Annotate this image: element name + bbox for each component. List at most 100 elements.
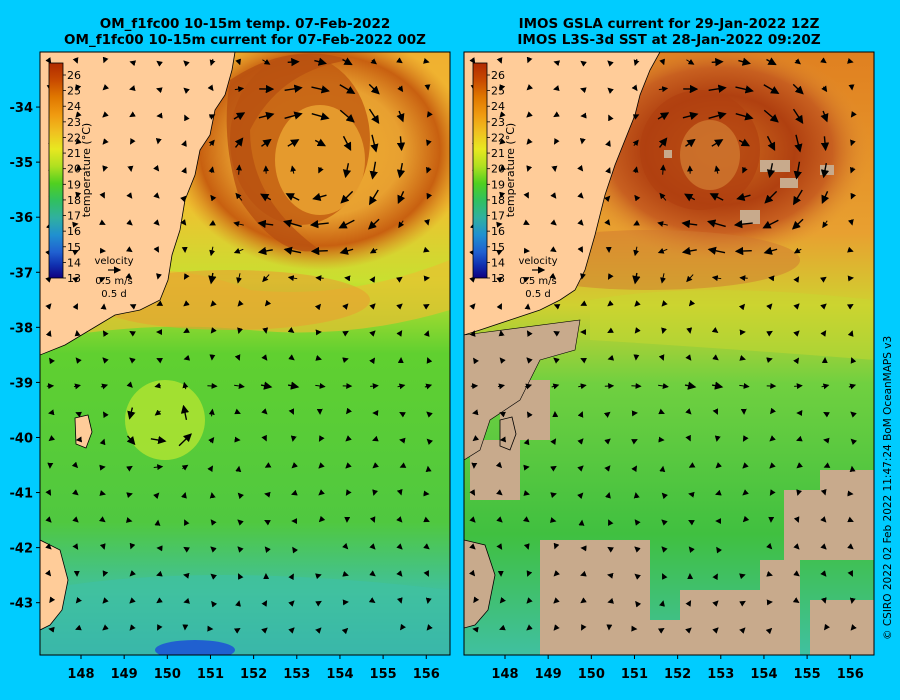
velocity-arrow [369, 189, 379, 206]
velocity-arrow [207, 382, 218, 389]
velocity-arrow [793, 330, 800, 337]
velocity-arrow [792, 108, 804, 124]
y-tick-label: -43 [10, 597, 34, 612]
colorbar-tick-label: 24 [67, 100, 81, 113]
right-mainland [464, 52, 661, 336]
velocity-arrow [127, 407, 136, 420]
velocity-arrow [153, 192, 160, 199]
velocity-arrow [426, 438, 434, 445]
colorbar-tick-label: 26 [67, 69, 81, 82]
right-colorbar-ticks: 26 25 24 23 22 21 20 19 18 17 16 15 14 13 [487, 69, 505, 285]
velocity-arrow [850, 411, 857, 418]
colorbar-tick-label: 18 [67, 194, 81, 207]
velocity-arrow [711, 381, 724, 390]
velocity-arrow [659, 164, 666, 175]
velocity-arrow [686, 274, 694, 283]
velocity-arrow [685, 354, 692, 361]
x-tick-label: 155 [370, 667, 397, 682]
velocity-arrow [708, 84, 727, 93]
velocity-arrow [126, 381, 133, 388]
velocity-arrow [318, 166, 324, 174]
velocity-arrow [233, 627, 241, 634]
velocity-arrow [847, 570, 853, 577]
velocity-arrow [210, 300, 217, 307]
velocity-arrow [686, 59, 695, 65]
velocity-arrow [156, 300, 164, 306]
colorbar-tick-label: 21 [491, 147, 505, 160]
velocity-arrow [260, 193, 272, 202]
velocity-arrow [850, 624, 857, 631]
velocity-arrow [712, 573, 718, 581]
velocity-arrow [209, 246, 216, 257]
velocity-arrow [257, 246, 273, 256]
velocity-arrow [318, 515, 326, 523]
velocity-arrow [102, 624, 109, 631]
velocity-arrow [496, 57, 503, 64]
velocity-arrow [688, 520, 695, 526]
velocity-arrow [605, 492, 611, 499]
velocity-arrow [180, 404, 190, 420]
velocity-arrow [45, 569, 52, 577]
velocity-arrow [99, 543, 106, 550]
velocity-arrow [345, 435, 352, 442]
velocity-arrow [792, 83, 804, 95]
velocity-arrow [763, 109, 779, 123]
x-tick-label: 154 [326, 667, 353, 682]
velocity-arrow [45, 489, 52, 496]
velocity-arrow [793, 543, 800, 550]
velocity-arrow [75, 84, 82, 91]
velocity-arrow [738, 138, 751, 147]
velocity-arrow [153, 246, 159, 253]
velocity-arrow [634, 573, 641, 580]
velocity-arrow [315, 600, 322, 607]
velocity-arrow [524, 383, 533, 390]
velocity-arrow [526, 84, 533, 91]
velocity-arrow [183, 273, 190, 280]
velocity-arrow [711, 327, 719, 334]
velocity-arrow [369, 330, 376, 337]
velocity-arrow [793, 303, 800, 310]
velocity-arrow [661, 546, 668, 553]
velocity-arrow [72, 276, 79, 283]
right-velocity-key: velocity 0.5 m/s 0.5 d [518, 256, 557, 300]
x-tick-label: 152 [240, 667, 267, 682]
velocity-arrow [496, 276, 503, 283]
velocity-arrow [604, 438, 611, 445]
velocity-arrow [102, 570, 109, 577]
velocity-arrow [234, 86, 245, 93]
velocity-arrow [769, 489, 776, 496]
velocity-arrow [315, 275, 324, 282]
colorbar-tick-label: 25 [491, 85, 505, 98]
velocity-arrow [126, 246, 133, 253]
velocity-arrow [469, 330, 476, 337]
velocity-arrow [820, 57, 827, 64]
x-tick-label: 151 [621, 667, 648, 682]
velocity-arrow [684, 381, 697, 390]
velocity-arrow [766, 330, 773, 337]
velocity-arrow [397, 85, 404, 93]
velocity-arrow [75, 165, 83, 172]
velocity-arrow [632, 272, 641, 285]
velocity-arrow [577, 192, 584, 199]
velocity-arrow [577, 411, 584, 418]
velocity-arrow [661, 327, 667, 334]
velocity-arrow [102, 411, 109, 419]
velocity-arrow [126, 465, 133, 472]
right-cloud-mask [470, 150, 874, 655]
velocity-arrow [396, 110, 405, 123]
velocity-arrow [792, 597, 800, 603]
credit-text: © CSIRO 2022 02 Feb 2022 11:47:24 BoM Oc… [882, 336, 894, 640]
velocity-arrow [766, 135, 776, 151]
velocity-arrow [526, 597, 533, 604]
velocity-arrow [762, 219, 779, 229]
velocity-arrow [712, 627, 719, 634]
velocity-arrow [342, 330, 349, 337]
velocity-arrow [734, 246, 752, 256]
velocity-arrow [550, 492, 557, 499]
velocity-arrow [681, 246, 697, 256]
colorbar-tick-label: 15 [491, 241, 505, 254]
velocity-arrow [553, 138, 560, 145]
velocity-arrow [154, 409, 162, 416]
velocity-arrow [423, 570, 429, 577]
velocity-arrow [658, 86, 669, 93]
